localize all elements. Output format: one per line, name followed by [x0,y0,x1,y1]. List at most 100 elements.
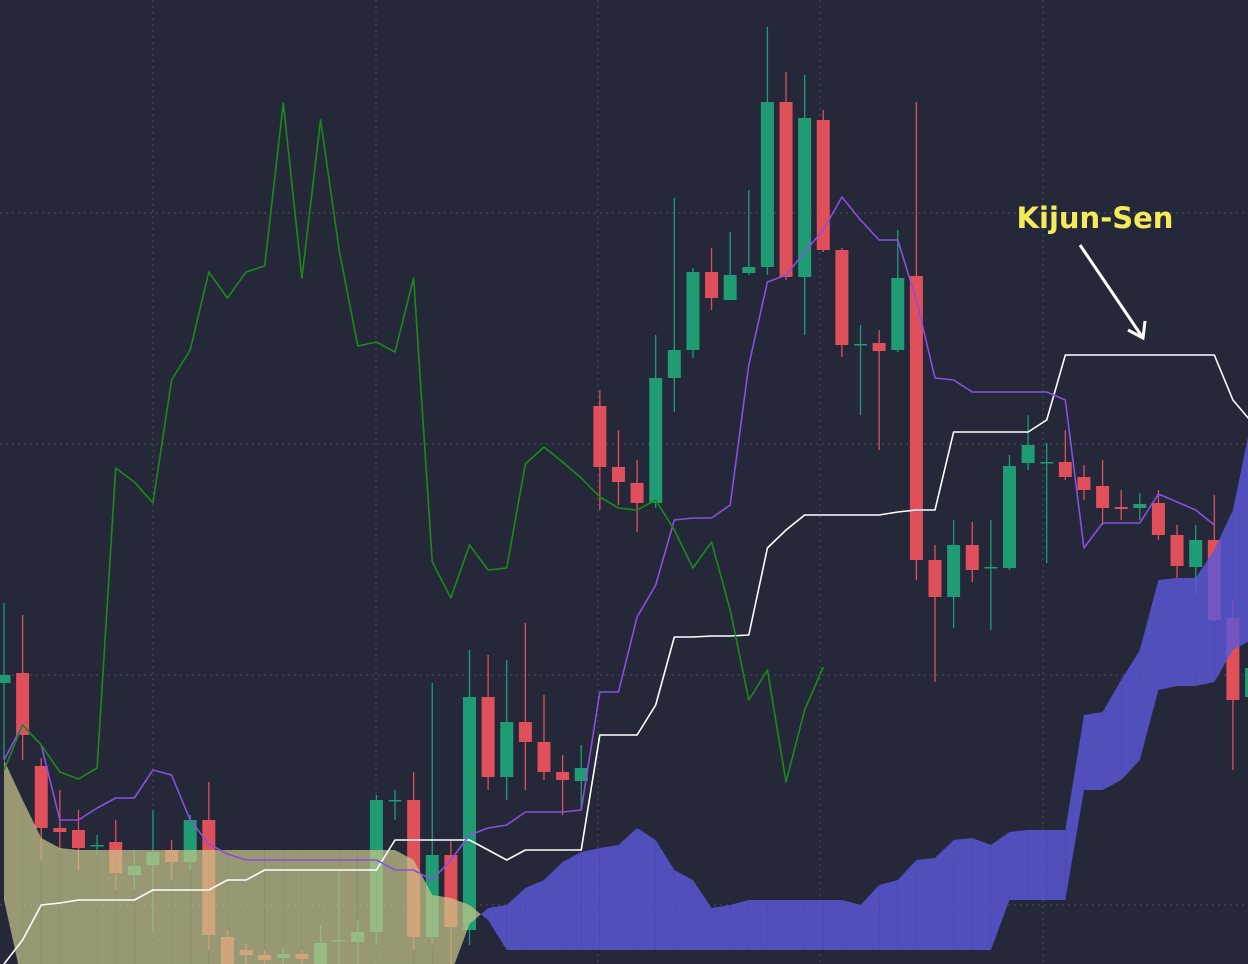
candle-body [500,722,514,777]
cloud-segment [525,880,544,950]
cloud-segment [283,850,302,964]
candle-body [1021,445,1035,463]
cloud-segment [879,880,898,950]
cloud-segment [227,850,247,964]
candle-body [947,545,961,597]
cloud-segment [264,850,284,964]
indicator-line [3,196,1215,881]
arrow-head [1127,320,1147,341]
cloud-segment [152,850,172,964]
cloud-segment [78,850,98,964]
cloud-segment [376,850,396,964]
cloud-segment [655,840,675,950]
cloud-segment [22,800,42,964]
candle-body [723,275,737,300]
cloud-segment [767,900,787,950]
candle-body [667,350,681,378]
candle-body [816,120,830,250]
cloud-segment [41,838,60,964]
cloud-segment [916,858,935,950]
cloud-segment [1009,830,1029,900]
cloud-segment [618,828,638,950]
candle-body [928,560,942,597]
cloud-segment [301,850,321,964]
cloud-segment [115,850,135,964]
candle-body [0,675,11,683]
candle-body [891,278,905,350]
cloud-segment [841,900,861,950]
cloud-segment [339,850,358,964]
candle-body [1077,477,1091,490]
candle-body [16,673,30,735]
candle-body [593,406,607,467]
candle-body [1133,504,1147,508]
candle-body [854,344,868,346]
candle-body [611,467,625,482]
candle-body [984,567,998,569]
cloud-segment [1046,830,1066,900]
cloud-segment [1177,578,1196,686]
candle-body [388,800,402,802]
candle-body [463,697,476,930]
cloud-segment [480,908,489,920]
cloud-segment [357,850,377,964]
cloud-segment [1028,830,1047,900]
cloud-segment [97,850,116,964]
arrow-shaft [1078,244,1145,339]
candle-body [686,272,700,350]
cloud-segment [823,900,842,950]
candle-body [1040,462,1054,464]
indicator-line [3,102,825,783]
cloud-segment [432,895,451,964]
candle-body [1114,507,1128,509]
candle-body [965,545,979,570]
candle-body [909,276,923,560]
cloud-segment [786,900,805,950]
cloud-segment [395,850,414,964]
candle-body [705,272,719,298]
cloud-segment [1065,715,1084,900]
cloud-segment [469,905,481,924]
candle-body [779,102,793,277]
indicator-line [3,354,1248,964]
cloud-segment [935,840,954,950]
cloud-segment [134,850,153,964]
cloud-segment [730,900,749,950]
candle-body [760,102,774,267]
candle-body [1170,535,1184,566]
cloud-segment [190,850,209,964]
annotation-arrow [1078,244,1147,341]
candle-body [1245,668,1248,697]
cloud-segment [320,850,340,964]
cloud-segment [543,862,563,950]
candle-body [90,845,104,847]
cloud-segment [972,838,991,950]
candle-body [556,772,570,780]
candle-body [835,250,849,345]
cloud-segment [897,860,917,950]
cloud-segment [637,828,656,950]
cloud-segment [1102,680,1122,790]
cloud-segment [1214,510,1233,682]
cloud-segment [171,850,191,964]
cloud-segment [4,760,23,964]
candle-body [53,828,67,832]
cloud-segment [246,850,265,964]
plot-area [0,27,1248,964]
candle-body [649,378,663,503]
cloud-segment [748,900,768,950]
cloud-segment [711,905,731,950]
cloud-segment [990,832,1010,950]
cloud-segment [1232,437,1248,650]
cloud-segment [413,860,433,964]
cloud-segment [208,850,228,964]
cloud-segment [450,898,470,964]
cloud-segment [804,900,824,950]
candle-body [872,343,886,351]
candles [0,27,1248,964]
candle-body [630,483,644,503]
candle-body [574,768,588,781]
cloud-segment [506,888,526,950]
